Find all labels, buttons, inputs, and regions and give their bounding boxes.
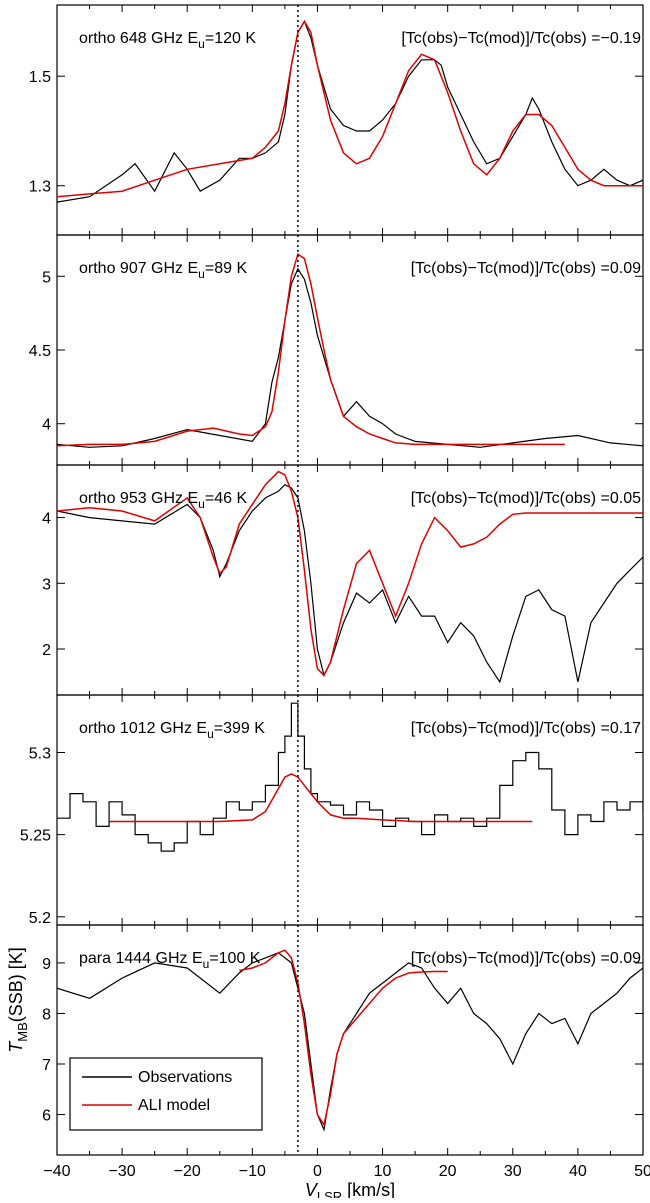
ratio-label: [Tc(obs)−Tc(mod)]/Tc(obs) =0.09 xyxy=(411,950,641,967)
model-line xyxy=(109,773,533,823)
x-axis-title: VLSR [km/s] xyxy=(305,1180,395,1198)
x-tick-label: 20 xyxy=(439,1163,457,1180)
legend-label: Observations xyxy=(138,1069,232,1086)
x-tick-label: −10 xyxy=(239,1163,266,1180)
y-tick-label: 3 xyxy=(42,576,51,593)
y-tick-label: 9 xyxy=(42,956,51,973)
y-tick-label: 7 xyxy=(42,1057,51,1074)
x-tick-label: 10 xyxy=(374,1163,392,1180)
x-tick-label: 0 xyxy=(313,1163,322,1180)
y-tick-label: 4.5 xyxy=(29,343,51,360)
x-tick-label: 40 xyxy=(569,1163,587,1180)
observations-line xyxy=(57,267,643,448)
panel-4: 5.2 5.25 5.3 ortho 1012 GHz Eu=399 K [Tc(obs… xyxy=(20,694,644,927)
observations-line xyxy=(57,20,643,203)
panel-label: ortho 1012 GHz Eu=399 K xyxy=(79,720,265,741)
model-line xyxy=(57,19,643,198)
y-tick-label: 4 xyxy=(42,511,51,528)
panel-3: 2 3 4 ortho 953 GHz Eu=46 K [Tc(obs)−Tc(mod)… xyxy=(42,464,644,696)
y-tick-label: 5.3 xyxy=(29,746,51,763)
panel-label: para 1444 GHz Eu=100 K xyxy=(79,950,261,971)
y-tick-label: 1.3 xyxy=(29,179,51,196)
model-line xyxy=(57,470,643,677)
ratio-label: [Tc(obs)−Tc(mod)]/Tc(obs) =0.09 xyxy=(411,260,641,277)
y-tick-label: 5 xyxy=(42,269,51,286)
x-tick-label: −40 xyxy=(43,1163,70,1180)
y-tick-label: 8 xyxy=(42,1006,51,1023)
panel-label: ortho 907 GHz Eu=89 K xyxy=(79,260,247,281)
legend-label: ALI model xyxy=(138,1097,210,1114)
legend-box xyxy=(69,1057,263,1131)
ratio-label: [Tc(obs)−Tc(mod)]/Tc(obs) =−0.19 xyxy=(401,30,641,47)
y-axis-title: TMB(SSB) [K] xyxy=(6,947,30,1053)
panel-5: 6 7 8 9 para 1444 GHz Eu=100 K [Tc(obs)−Tc(mo… xyxy=(42,924,644,1156)
panel-label: ortho 648 GHz Eu=120 K xyxy=(79,30,256,51)
ratio-label: [Tc(obs)−Tc(mod)]/Tc(obs) =0.17 xyxy=(411,720,641,737)
model-line xyxy=(239,949,448,1127)
y-tick-label: 2 xyxy=(42,642,51,659)
x-tick-label: 50 xyxy=(634,1163,650,1180)
y-tick-label: 6 xyxy=(42,1108,51,1125)
panel-label: ortho 953 GHz Eu=46 K xyxy=(79,490,247,511)
x-tick-label: 30 xyxy=(504,1163,522,1180)
y-tick-label: 4 xyxy=(42,417,51,434)
y-tick-label: 5.2 xyxy=(29,910,51,927)
model-line xyxy=(57,253,565,447)
legend: Observations ALI model xyxy=(69,1057,263,1131)
y-tick-label: 5.25 xyxy=(20,828,51,845)
panel-2: 4 4.5 5 ortho 907 GHz Eu=89 K [Tc(obs)−Tc(mo… xyxy=(29,234,644,466)
observations-line xyxy=(57,952,643,1132)
observations-line xyxy=(57,483,643,684)
x-tick-label: −20 xyxy=(174,1163,201,1180)
observations-line xyxy=(57,702,643,852)
panel-1: 1.3 1.5 ortho 648 GHz Eu=120 K [Tc(obs)−Tc(… xyxy=(29,4,644,236)
ratio-label: [Tc(obs)−Tc(mod)]/Tc(obs) =0.05 xyxy=(411,490,641,507)
x-tick-label: −30 xyxy=(109,1163,136,1180)
y-tick-label: 1.5 xyxy=(29,69,51,86)
